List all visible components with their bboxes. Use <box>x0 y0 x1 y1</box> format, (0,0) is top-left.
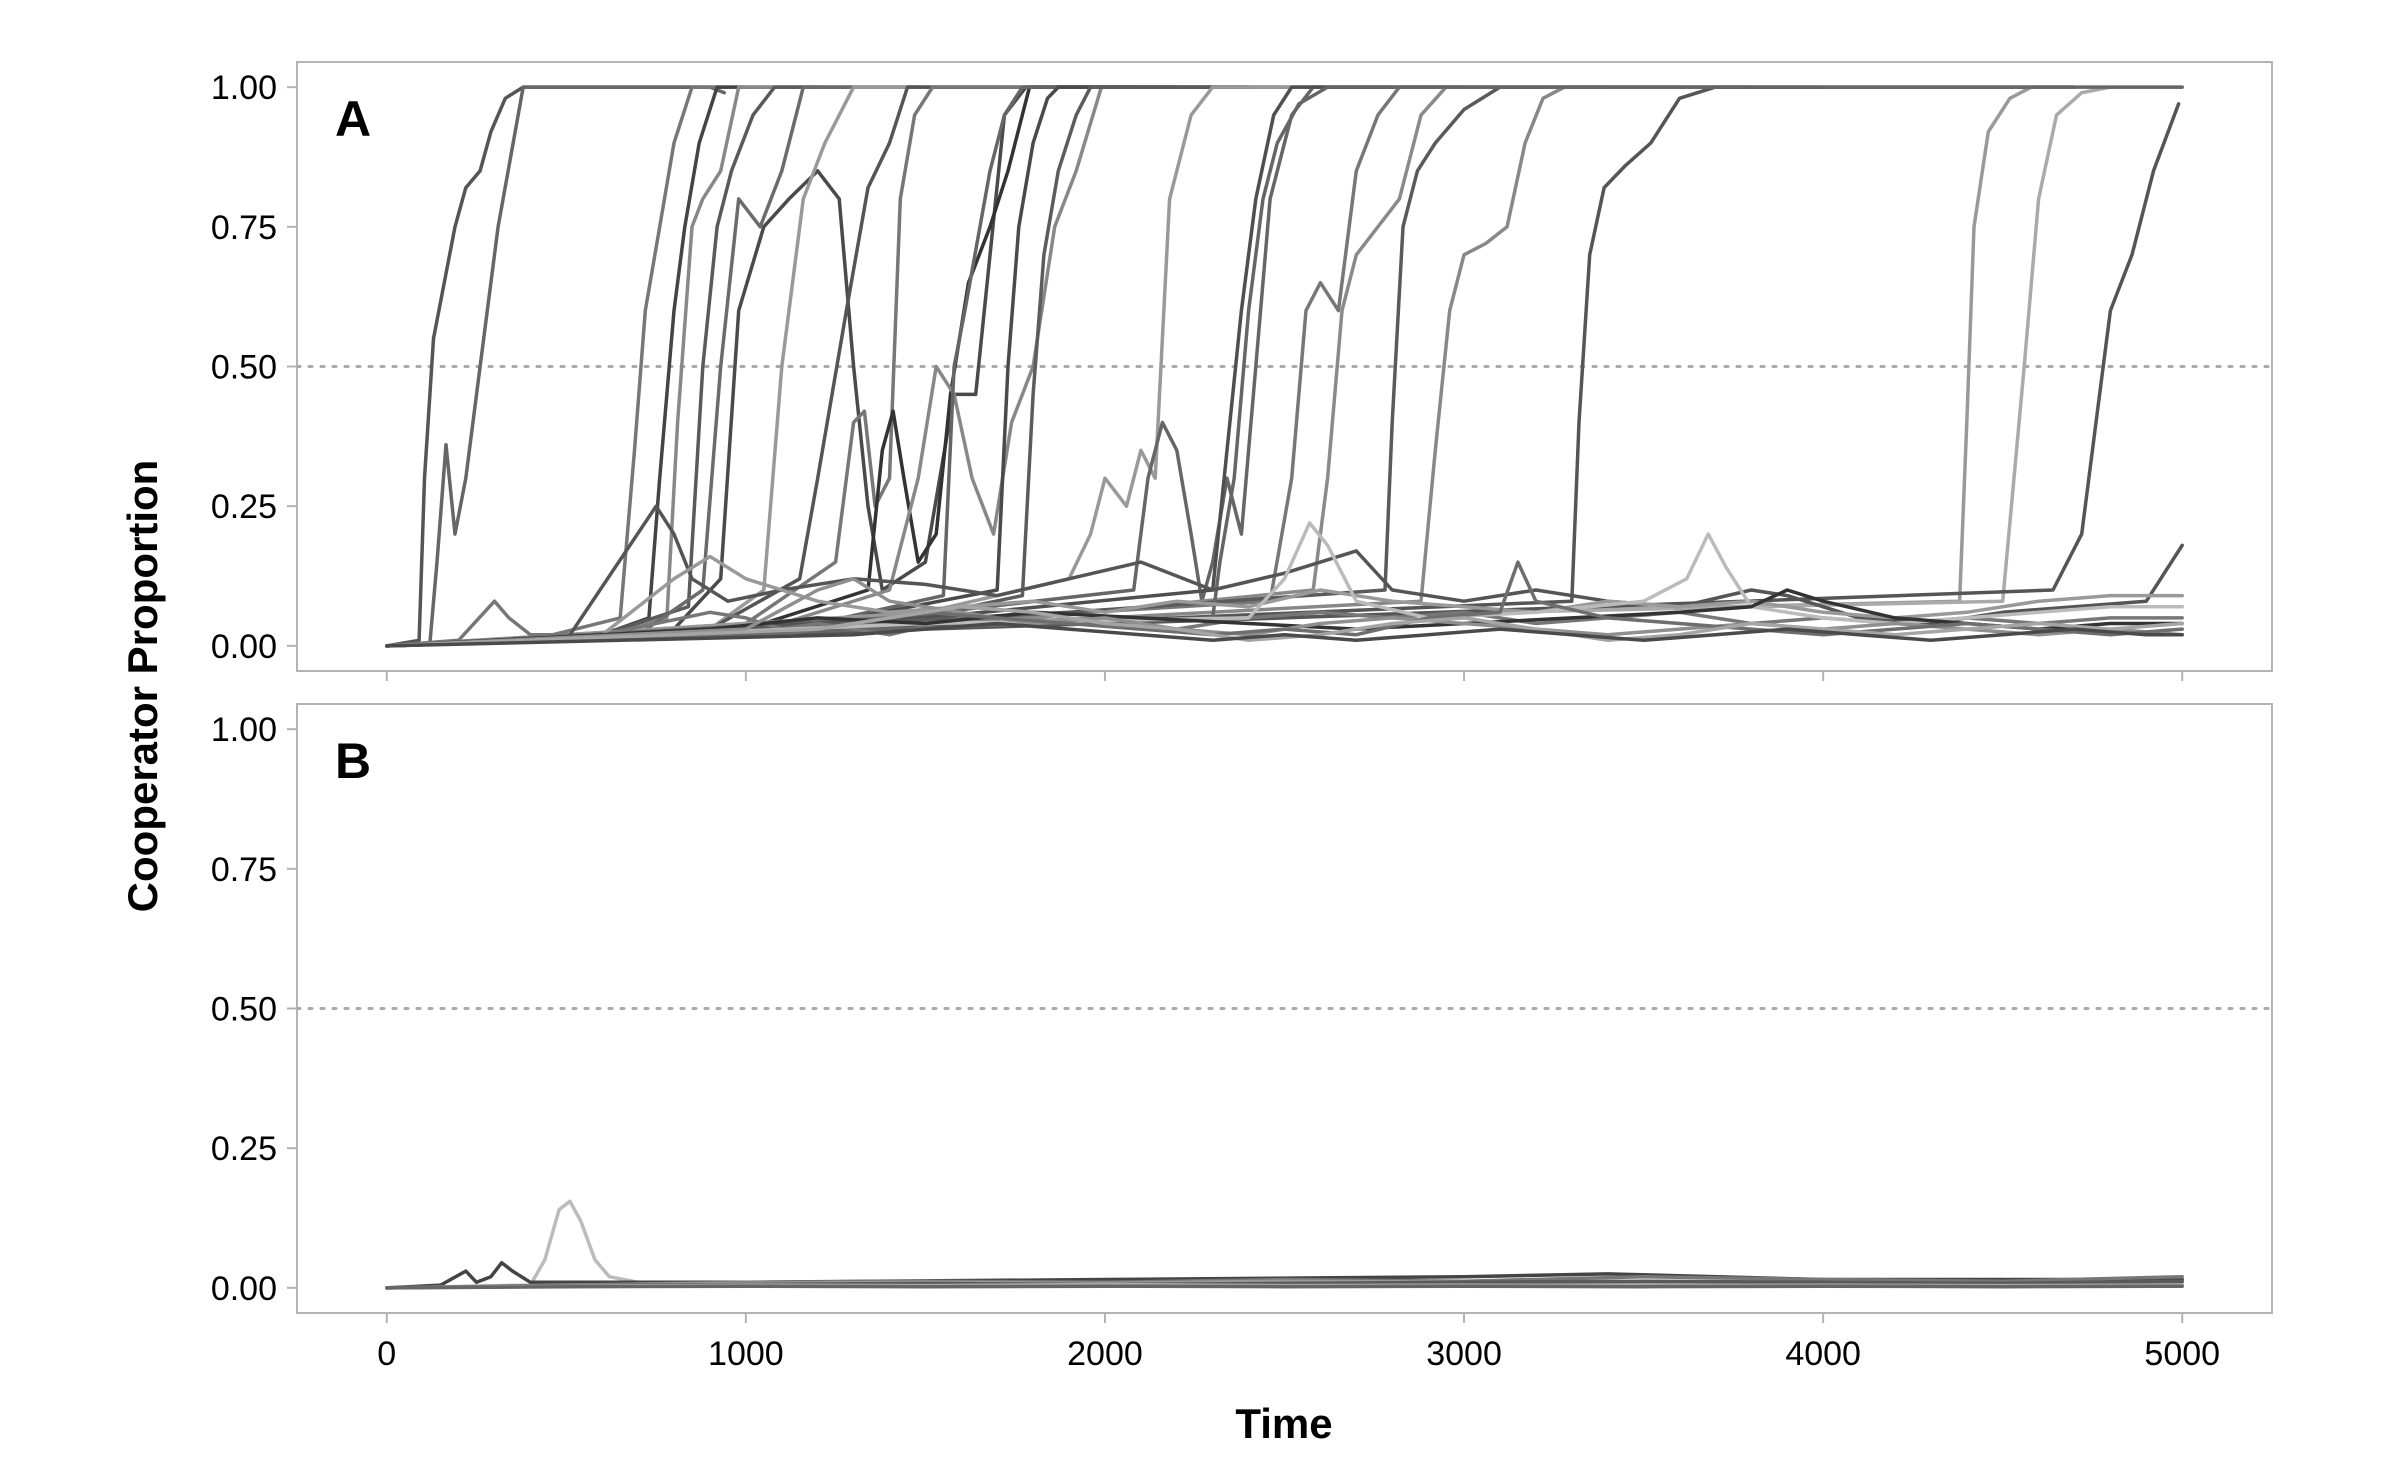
series-line <box>385 102 2181 648</box>
series-line <box>385 577 2184 648</box>
series-line <box>385 85 1107 648</box>
panel-label: B <box>335 733 371 789</box>
series-line <box>385 604 2184 648</box>
series-line <box>385 1260 2184 1290</box>
series-line <box>385 504 2184 648</box>
series-line <box>385 85 727 648</box>
series-line <box>385 85 748 648</box>
series-line <box>385 85 1466 648</box>
x-tick-label: 0 <box>377 1335 396 1373</box>
y-tick-label: 0.50 <box>211 349 277 387</box>
series-line <box>385 621 2184 648</box>
series-line <box>385 85 2077 648</box>
y-tick-label: 0.25 <box>211 488 277 526</box>
series-line <box>385 85 1251 648</box>
series-line <box>385 1284 2184 1290</box>
x-tick-label: 3000 <box>1426 1335 1502 1373</box>
series-line <box>385 85 1287 648</box>
series-line <box>385 560 2184 648</box>
y-tick-label: 0.25 <box>211 1130 277 1168</box>
y-axis-label: Cooperator Proportion <box>119 460 166 913</box>
y-tick-label: 0.50 <box>211 991 277 1029</box>
series-line <box>385 85 1610 648</box>
y-tick-label: 1.00 <box>211 69 277 107</box>
series-line <box>385 85 999 648</box>
y-tick-label: 1.00 <box>211 711 277 749</box>
y-tick-label: 0.75 <box>211 851 277 889</box>
series-line <box>385 521 2184 648</box>
series-line <box>385 85 1502 648</box>
series-line <box>385 85 1251 648</box>
x-tick-label: 1000 <box>708 1335 784 1373</box>
panel-a: 0.00 0.25 0.50 0.75 1.00 A <box>211 61 2274 681</box>
x-tick-label: 5000 <box>2144 1335 2220 1373</box>
x-tick-label: 2000 <box>1067 1335 1143 1373</box>
series-line <box>385 85 928 648</box>
panel-b: 0.00 0.25 0.50 0.75 1.00 0 1000 2000 3000 4000 500… <box>211 703 2274 1373</box>
y-tick-label: 0.00 <box>211 1270 277 1308</box>
x-tick-label: 4000 <box>1785 1335 1861 1373</box>
series-line <box>385 85 2184 648</box>
x-axis-label: Time <box>1235 1400 1332 1447</box>
panel-label: A <box>335 91 371 147</box>
series-line <box>385 85 1754 648</box>
series-line <box>385 85 1682 648</box>
y-tick-label: 0.75 <box>211 209 277 247</box>
series-line <box>385 85 1215 648</box>
series-line <box>385 85 1179 648</box>
y-tick-label: 0.00 <box>211 628 277 666</box>
